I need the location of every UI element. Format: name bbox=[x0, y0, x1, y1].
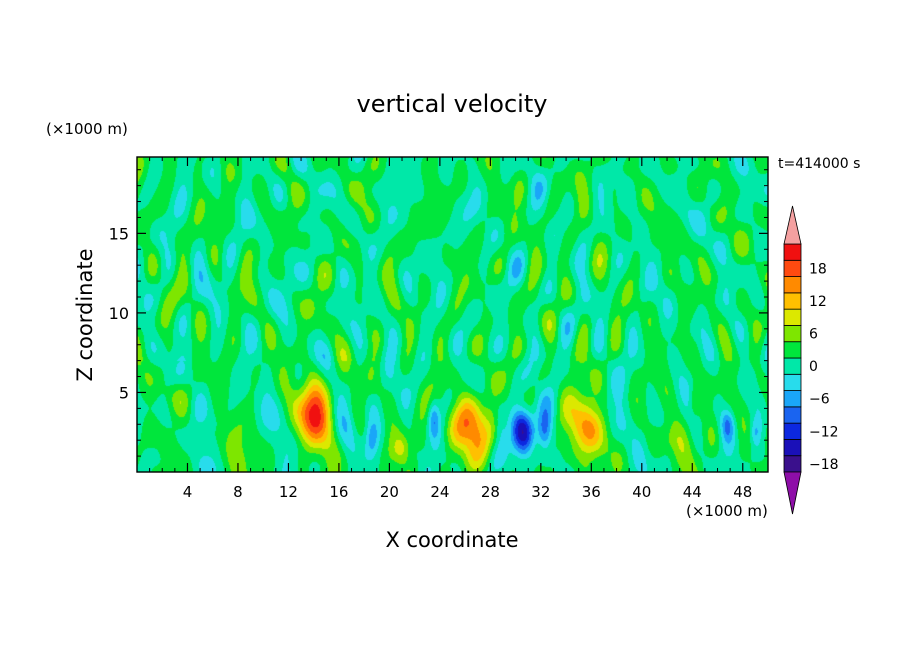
y-tick-label: 15 bbox=[109, 224, 129, 243]
colorbar-bottom-arrow bbox=[783, 471, 802, 515]
x-tick-label: 36 bbox=[582, 483, 601, 501]
colorbar-band bbox=[783, 373, 802, 391]
colorbar-tick-label: −18 bbox=[809, 457, 839, 473]
colorbar-band bbox=[783, 243, 802, 261]
colorbar-band bbox=[783, 390, 802, 408]
colorbar-band bbox=[783, 406, 802, 424]
colorbar-tick-label: 18 bbox=[809, 261, 827, 277]
colorbar-band bbox=[783, 276, 802, 294]
x-tick-label: 32 bbox=[531, 483, 550, 501]
x-tick-label: 40 bbox=[632, 483, 651, 501]
x-tick-label: 48 bbox=[733, 483, 752, 501]
colorbar-band bbox=[783, 455, 802, 473]
colorbar-band bbox=[783, 259, 802, 277]
colorbar-band bbox=[783, 308, 802, 326]
y-axis-label: Z coordinate bbox=[73, 248, 97, 381]
colorbar: 18 12 6 0 −6 −12 −18 bbox=[783, 205, 839, 515]
colorbar-tick-label: 12 bbox=[809, 294, 827, 310]
colorbar-tick-label: 0 bbox=[809, 359, 818, 375]
y-unit-label: (×1000 m) bbox=[46, 120, 128, 138]
colorbar-tick-label: −6 bbox=[809, 392, 830, 408]
x-tick-label: 16 bbox=[329, 483, 348, 501]
colorbar-band bbox=[783, 292, 802, 310]
y-tick-label: 5 bbox=[119, 383, 129, 402]
time-label: t=414000 s bbox=[778, 156, 860, 172]
x-axis-ticks: 4 8 12 16 20 24 28 32 36 40 44 48 bbox=[149, 157, 756, 501]
colorbar-band bbox=[783, 439, 802, 457]
x-axis-label: X coordinate bbox=[385, 528, 518, 552]
colorbar-band bbox=[783, 357, 802, 375]
colorbar-top-arrow bbox=[783, 205, 802, 245]
plot-area bbox=[136, 156, 769, 473]
x-tick-label: 24 bbox=[430, 483, 449, 501]
x-tick-label: 44 bbox=[683, 483, 702, 501]
y-axis-ticks: 5 10 15 bbox=[109, 169, 768, 457]
colorbar-tick-label: −12 bbox=[809, 424, 839, 440]
x-tick-label: 4 bbox=[183, 483, 193, 501]
y-tick-label: 10 bbox=[109, 304, 129, 323]
x-tick-label: 20 bbox=[380, 483, 399, 501]
x-tick-label: 12 bbox=[279, 483, 298, 501]
chart-title: vertical velocity bbox=[357, 90, 548, 118]
x-tick-label: 28 bbox=[481, 483, 500, 501]
velocity-field-raster bbox=[137, 157, 768, 472]
colorbar-tick-label: 6 bbox=[809, 327, 818, 343]
colorbar-band bbox=[783, 422, 802, 440]
x-unit-label: (×1000 m) bbox=[686, 502, 768, 520]
colorbar-band bbox=[783, 325, 802, 343]
x-tick-label: 8 bbox=[233, 483, 243, 501]
colorbar-band bbox=[783, 341, 802, 359]
